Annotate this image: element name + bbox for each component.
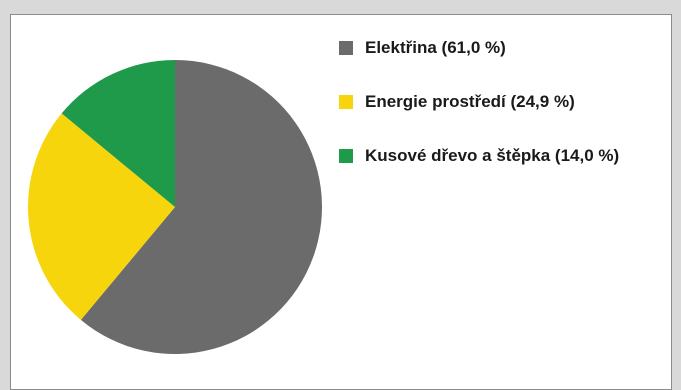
pie-chart: [27, 60, 323, 354]
pie-slice-energie-prostredi: [27, 113, 175, 320]
legend-label-energie-prostredi: Energie prostředí (24,9 %): [365, 92, 575, 111]
legend-label-kusove-drevo: Kusové dřevo a štěpka (14,0 %): [365, 146, 620, 165]
chart-panel: Elektřina (61,0 %) Energie prostředí (24…: [10, 14, 672, 390]
legend-label-elektrina: Elektřina (61,0 %): [365, 38, 506, 57]
legend-item-kusove-drevo: Kusové dřevo a štěpka (14,0 %): [339, 145, 619, 199]
pie-slice-kusove-drevo: [61, 60, 175, 207]
legend-swatch-kusove-drevo: [339, 149, 353, 163]
legend-swatch-energie-prostredi: [339, 95, 353, 109]
legend: Elektřina (61,0 %) Energie prostředí (24…: [339, 37, 619, 199]
pie-slice-elektrina: [80, 60, 323, 354]
legend-item-elektrina: Elektřina (61,0 %): [339, 37, 619, 91]
pie-slices: [27, 60, 323, 354]
legend-item-energie-prostredi: Energie prostředí (24,9 %): [339, 91, 619, 145]
legend-swatch-elektrina: [339, 41, 353, 55]
